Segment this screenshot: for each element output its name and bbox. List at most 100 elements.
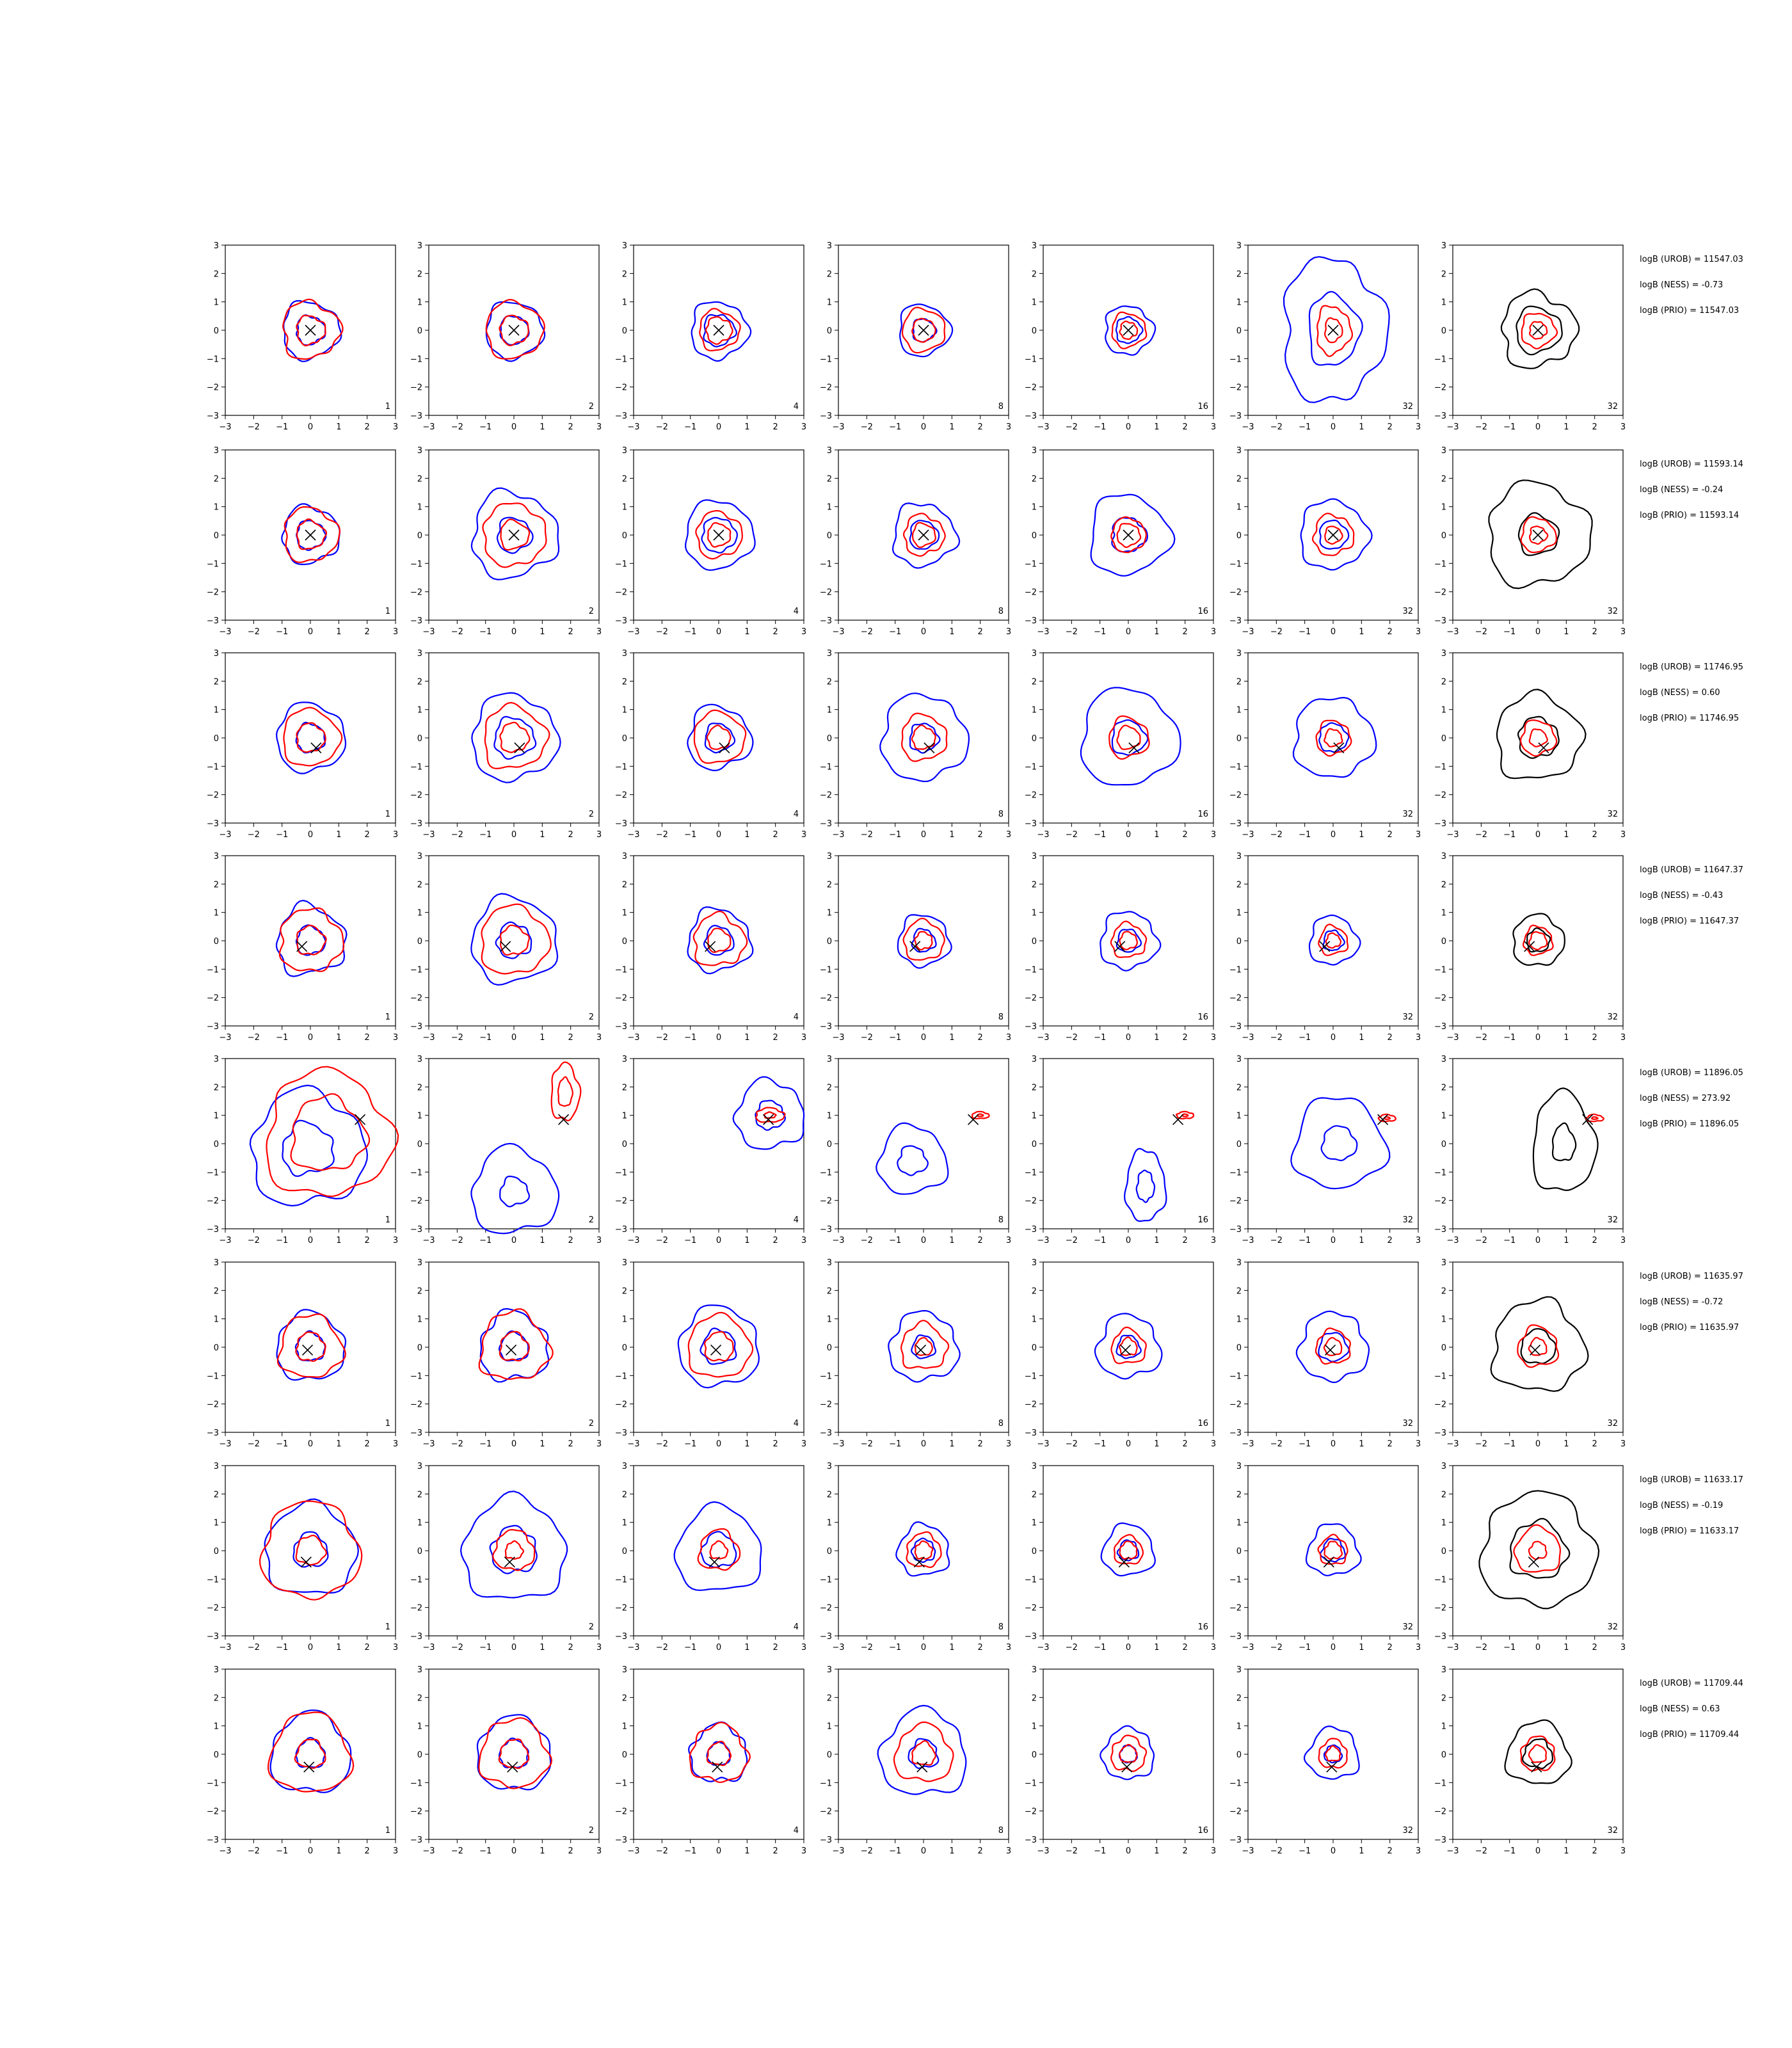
x-tick-label: −3 <box>219 830 231 840</box>
red-contour <box>278 907 345 972</box>
y-tick-label: 0 <box>214 1547 219 1556</box>
panel-frame <box>1043 1668 1214 1840</box>
red-contour <box>1519 1735 1556 1772</box>
x-tick-label: 3 <box>1006 830 1011 840</box>
marker-x <box>713 529 724 541</box>
blue-contour <box>282 1119 335 1178</box>
y-tick-label: 0 <box>214 1343 219 1353</box>
y-tick-label: −2 <box>1434 588 1446 598</box>
x-tick-label: 0 <box>1331 627 1336 637</box>
blue-contour <box>1100 1522 1156 1577</box>
x-tick-label: −1 <box>1299 1033 1311 1043</box>
x-tick-label: −3 <box>1037 1643 1049 1652</box>
y-tick-label: 0 <box>1441 1547 1446 1556</box>
x-tick-label: −3 <box>1242 1643 1254 1652</box>
x-tick-label: −2 <box>656 627 668 637</box>
x-tick-label: −2 <box>1066 1643 1078 1652</box>
x-tick-label: −3 <box>422 422 435 432</box>
x-tick-label: 2 <box>1592 1439 1597 1449</box>
marker-x <box>305 529 316 541</box>
y-tick-label: 2 <box>417 1490 422 1500</box>
logb-annotation: logB (PRIO) = 11633.17 <box>1640 1526 1739 1536</box>
y-tick-label: 2 <box>1441 1693 1446 1703</box>
blue-contour <box>292 1531 329 1568</box>
y-tick-label: −3 <box>1025 1632 1037 1642</box>
red-contour <box>499 721 531 753</box>
x-tick-label: −2 <box>1066 830 1078 840</box>
panel-corner-label: 2 <box>589 810 594 819</box>
y-tick-label: 0 <box>622 937 627 947</box>
panel-corner-label: 8 <box>998 810 1004 819</box>
x-tick-label: 2 <box>1183 1643 1188 1652</box>
red-contour <box>504 1540 525 1560</box>
y-tick-label: 0 <box>1236 734 1242 744</box>
x-tick-label: 2 <box>365 422 370 432</box>
y-tick-label: 1 <box>827 298 832 308</box>
panel-r3-c4: −3−3 −2 −2 −1 −1 0 0 1 1 2 2 3 3 8 <box>820 649 1011 840</box>
y-tick-label: 1 <box>827 1315 832 1325</box>
x-tick-label: 2 <box>1592 1846 1597 1856</box>
y-tick-label: 1 <box>214 1315 219 1325</box>
x-tick-label: 1 <box>336 1439 341 1449</box>
y-tick-label: 0 <box>1032 531 1037 541</box>
blue-contour <box>470 487 560 580</box>
blue-contour <box>471 692 561 783</box>
x-tick-label: −2 <box>656 1439 668 1449</box>
y-tick-label: −3 <box>410 412 422 421</box>
x-tick-label: 1 <box>949 627 954 637</box>
y-tick-label: 3 <box>1032 241 1037 251</box>
y-tick-label: 1 <box>622 503 627 513</box>
panel-corner-label: 1 <box>385 1622 390 1632</box>
y-tick-label: 2 <box>622 474 627 484</box>
y-tick-label: 3 <box>214 1665 219 1675</box>
x-tick-label: −1 <box>479 1439 492 1449</box>
y-tick-label: −2 <box>1025 588 1037 598</box>
y-tick-label: −1 <box>1229 1372 1242 1381</box>
x-tick-label: 1 <box>1154 627 1159 637</box>
y-tick-label: −3 <box>410 616 422 626</box>
x-tick-label: 1 <box>540 830 545 840</box>
x-tick-label: 2 <box>1388 830 1393 840</box>
y-tick-label: −1 <box>820 965 832 975</box>
y-tick-label: −3 <box>410 1836 422 1845</box>
x-tick-label: 0 <box>921 1236 926 1245</box>
x-tick-label: 3 <box>801 830 806 840</box>
panel-r5-c6: −3−3 −2 −2 −1 −1 0 0 1 1 2 2 3 3 32 <box>1229 1055 1421 1245</box>
panel-corner-label: 16 <box>1197 607 1208 616</box>
x-tick-label: 0 <box>308 1236 313 1245</box>
marker-x <box>355 1114 366 1125</box>
marker-x <box>508 529 520 541</box>
x-tick-label: −1 <box>276 1439 288 1449</box>
y-tick-label: 0 <box>1441 1140 1446 1149</box>
panel-corner-label: 2 <box>589 402 594 412</box>
x-tick-label: −1 <box>1503 1846 1516 1856</box>
y-tick-label: 1 <box>1441 1519 1446 1528</box>
x-tick-label: −3 <box>1242 422 1254 432</box>
x-tick-label: 1 <box>949 1439 954 1449</box>
y-tick-label: −3 <box>1229 819 1242 829</box>
y-tick-label: −1 <box>410 1779 422 1788</box>
red-contour <box>695 509 743 560</box>
panel-corner-label: 32 <box>1402 607 1413 616</box>
red-contour <box>499 1331 530 1362</box>
y-tick-label: 1 <box>622 298 627 308</box>
y-tick-label: −1 <box>207 1168 219 1178</box>
panel-corner-label: 2 <box>589 1215 594 1225</box>
marker-x <box>1528 1556 1539 1568</box>
y-tick-label: 0 <box>214 1140 219 1149</box>
black-contour <box>1512 913 1565 966</box>
x-tick-label: −3 <box>1242 627 1254 637</box>
x-tick-label: −1 <box>684 627 696 637</box>
y-tick-label: 3 <box>1236 1462 1242 1471</box>
y-tick-label: 2 <box>417 1286 422 1296</box>
x-tick-label: −1 <box>1299 1236 1311 1245</box>
x-tick-label: −3 <box>219 1033 231 1043</box>
panel-r3-c2: −3−3 −2 −2 −1 −1 0 0 1 1 2 2 3 3 2 <box>410 649 602 840</box>
x-tick-label: −3 <box>627 1236 639 1245</box>
blue-contour <box>1318 722 1350 753</box>
y-tick-label: −2 <box>1229 383 1242 393</box>
y-tick-label: 1 <box>417 706 422 716</box>
y-tick-label: −1 <box>1434 1779 1446 1788</box>
x-tick-label: 2 <box>568 422 573 432</box>
